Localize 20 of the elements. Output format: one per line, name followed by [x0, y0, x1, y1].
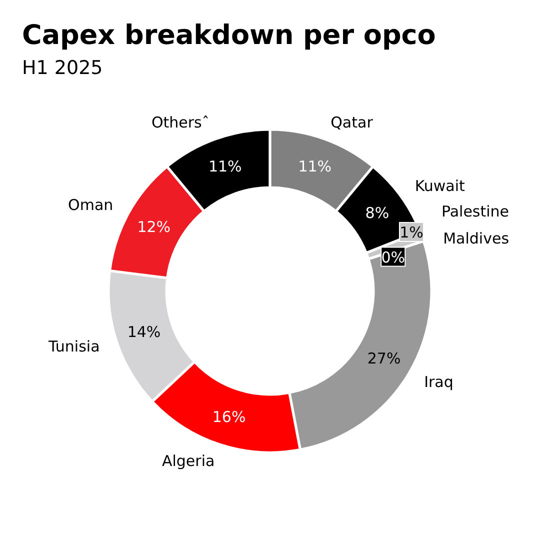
slice-label: Oman: [68, 196, 114, 214]
slice-label: Kuwait: [414, 176, 466, 195]
legend-label: Maldives: [443, 229, 510, 248]
text: 0%: [381, 248, 406, 266]
data-label: 12%: [137, 218, 171, 236]
data-label: 1%: [400, 223, 424, 242]
data-label: 14%: [127, 322, 161, 341]
slice-label: Iraq: [424, 373, 454, 392]
slice-label: Palestine: [441, 202, 510, 220]
data-label: 11%: [298, 157, 332, 176]
data-label: 8%: [365, 204, 390, 222]
chart-title: Capex breakdown per opco: [22, 20, 436, 51]
slice-label: Qatar: [330, 114, 374, 132]
data-label: 11%: [208, 157, 242, 176]
data-label: 27%: [367, 349, 401, 368]
data-label: 16%: [212, 408, 246, 426]
slice-label: Tunisia: [48, 337, 100, 356]
chart-subtitle: H1 2025: [22, 57, 103, 79]
slice-label: Othersˆ: [151, 114, 210, 132]
slice-label: Algeria: [162, 452, 215, 470]
